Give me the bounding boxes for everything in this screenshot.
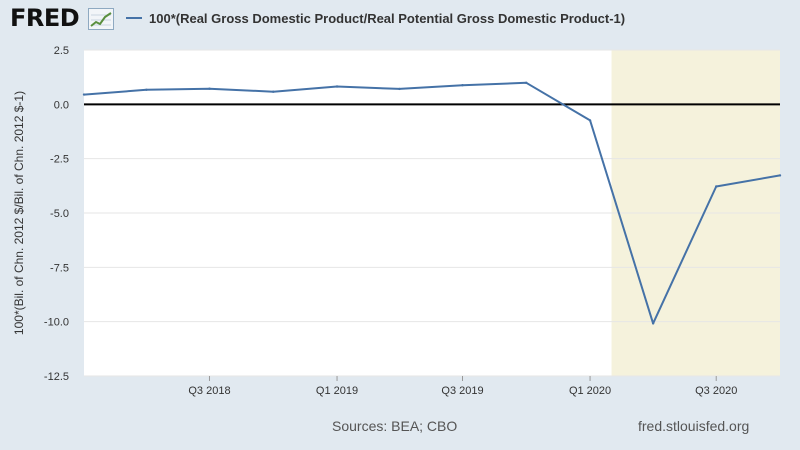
data-point[interactable]	[82, 93, 86, 96]
data-point[interactable]	[208, 87, 211, 90]
fred-logo-graph-icon	[88, 8, 114, 30]
data-point[interactable]	[651, 322, 655, 325]
data-point[interactable]	[335, 85, 339, 88]
legend-label: 100*(Real Gross Domestic Product/Real Po…	[149, 11, 626, 26]
legend-line-icon	[126, 16, 142, 19]
chart-header: FRED 100*(Real Gross Domestic Product/Re…	[0, 0, 800, 40]
y-tick-label: -7.5	[50, 262, 69, 274]
x-tick-label: Q1 2020	[569, 385, 611, 397]
y-tick-label: -12.5	[44, 371, 69, 383]
x-tick-label: Q3 2018	[188, 385, 230, 397]
data-point[interactable]	[461, 84, 464, 87]
data-point[interactable]	[715, 185, 718, 188]
data-point[interactable]	[272, 90, 275, 93]
y-axis-label: 100*(Bil. of Chn. 2012 $/Bil. of Chn. 20…	[12, 91, 26, 335]
data-point[interactable]	[588, 119, 592, 122]
x-tick-label: Q3 2020	[695, 385, 737, 397]
legend[interactable]: 100*(Real Gross Domestic Product/Real Po…	[126, 11, 625, 26]
data-point[interactable]	[398, 87, 401, 91]
data-point[interactable]	[145, 88, 148, 91]
fred-url[interactable]: fred.stlouisfed.org	[638, 418, 750, 434]
data-point[interactable]	[778, 174, 782, 177]
x-tick-label: Q1 2019	[316, 385, 358, 397]
y-tick-label: -5.0	[50, 208, 69, 220]
data-point[interactable]	[525, 81, 528, 85]
series-line[interactable]	[83, 81, 781, 325]
fred-logo[interactable]: FRED	[10, 4, 80, 32]
y-tick-label: -2.5	[50, 154, 69, 166]
sources-note: Sources: BEA; CBO	[332, 418, 458, 434]
y-tick-label: 2.5	[54, 45, 69, 57]
y-tick-label: -10.0	[44, 317, 69, 329]
y-tick-label: 0.0	[54, 99, 69, 111]
x-tick-label: Q3 2019	[441, 385, 483, 397]
